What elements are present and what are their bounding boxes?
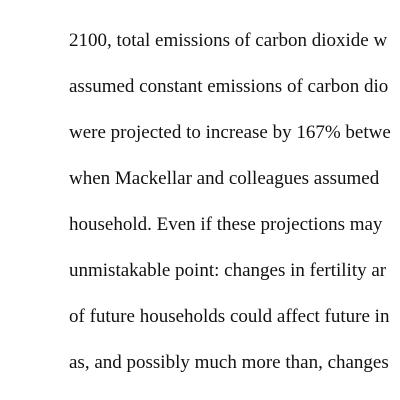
text-line: of future households could affect future… (69, 294, 400, 340)
body-paragraph: 2100, total emissions of carbon dioxide … (69, 18, 400, 386)
text-line: 2100, total emissions of carbon dioxide … (69, 18, 400, 64)
text-line: unmistakable point: changes in fertility… (69, 248, 400, 294)
text-line: assumed constant emissions of carbon dio (69, 64, 400, 110)
text-line: were projected to increase by 167% betwe (69, 110, 400, 156)
text-line: household. Even if these projections may (69, 202, 400, 248)
text-line: as, and possibly much more than, changes (69, 340, 400, 386)
text-line: when Mackellar and colleagues assumed (69, 156, 400, 202)
